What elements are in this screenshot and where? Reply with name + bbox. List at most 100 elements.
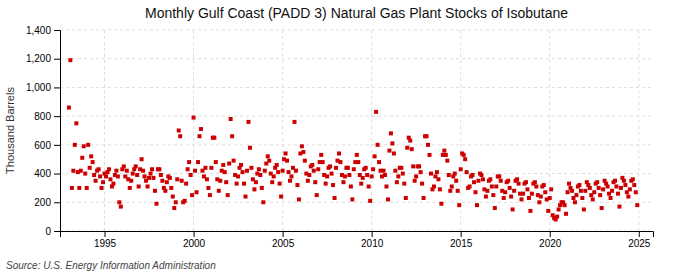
point <box>588 186 592 190</box>
point <box>257 167 261 171</box>
point <box>579 189 583 193</box>
point <box>187 160 191 164</box>
point <box>91 160 95 164</box>
grid-line-y <box>60 58 653 59</box>
point <box>515 177 519 181</box>
point <box>141 169 145 173</box>
y-tick-label: 400 <box>34 168 51 179</box>
y-tick-label: 1,200 <box>26 53 51 64</box>
point <box>86 143 90 147</box>
point <box>82 144 86 148</box>
point <box>70 186 74 190</box>
point <box>521 192 525 196</box>
point <box>442 149 446 153</box>
point <box>310 163 314 167</box>
point <box>104 174 108 178</box>
point <box>165 180 169 184</box>
point <box>107 167 111 171</box>
point <box>448 189 452 193</box>
grid-line-x <box>638 30 639 231</box>
point <box>396 174 400 178</box>
point <box>509 195 513 199</box>
y-tick-label: 0 <box>45 226 51 237</box>
point <box>457 203 461 207</box>
point <box>462 153 466 157</box>
point <box>445 159 449 163</box>
point <box>471 173 475 177</box>
point <box>284 151 288 155</box>
point <box>108 177 112 181</box>
point <box>248 146 252 150</box>
point <box>563 203 567 207</box>
point <box>432 184 436 188</box>
point <box>524 180 528 184</box>
point <box>401 172 405 176</box>
point <box>300 144 304 148</box>
x-tick-mark <box>550 231 551 237</box>
y-axis-line <box>54 31 61 232</box>
title: Monthly Gulf Coast (PADD 3) Natural Gas … <box>145 5 568 21</box>
point <box>312 169 316 173</box>
point <box>223 170 227 174</box>
point <box>476 179 480 183</box>
point <box>111 182 115 186</box>
point <box>617 205 621 209</box>
point <box>481 177 485 181</box>
point <box>574 193 578 197</box>
point <box>447 173 451 177</box>
point <box>564 212 568 216</box>
point <box>134 164 138 168</box>
point <box>426 143 430 147</box>
x-tick-label: 2020 <box>539 238 562 249</box>
point <box>463 157 467 161</box>
point <box>147 176 151 180</box>
point <box>631 177 635 181</box>
point <box>438 187 442 191</box>
point <box>174 200 178 204</box>
point <box>258 173 262 177</box>
point <box>491 193 495 197</box>
point <box>506 179 510 183</box>
point <box>267 159 271 163</box>
point <box>224 180 228 184</box>
point <box>287 170 291 174</box>
point <box>534 184 538 188</box>
point <box>119 205 123 209</box>
point <box>183 199 187 203</box>
y-tick-label: 1,400 <box>26 25 51 36</box>
point <box>154 202 158 206</box>
point <box>408 139 412 143</box>
point <box>218 179 222 183</box>
point <box>306 179 310 183</box>
point <box>334 166 338 170</box>
point <box>337 151 341 155</box>
point <box>549 187 553 191</box>
point <box>395 180 399 184</box>
point <box>74 121 78 125</box>
point <box>117 200 121 204</box>
point <box>316 167 320 171</box>
point <box>490 184 494 188</box>
point <box>606 184 610 188</box>
point <box>206 186 210 190</box>
x-tick-mark <box>105 231 106 237</box>
point <box>350 197 354 201</box>
point <box>266 154 270 158</box>
grid-line-x <box>193 30 194 231</box>
point <box>417 164 421 168</box>
point <box>377 160 381 164</box>
point <box>239 163 243 167</box>
y-tick-mark <box>54 87 60 88</box>
point <box>472 180 476 184</box>
point <box>592 190 596 194</box>
point <box>153 189 157 193</box>
point <box>399 166 403 170</box>
point <box>330 172 334 176</box>
point <box>632 183 636 187</box>
point <box>209 166 213 170</box>
x-tick-mark <box>639 231 640 237</box>
point <box>169 186 173 190</box>
point <box>114 169 118 173</box>
point <box>436 177 440 181</box>
point <box>546 209 550 213</box>
